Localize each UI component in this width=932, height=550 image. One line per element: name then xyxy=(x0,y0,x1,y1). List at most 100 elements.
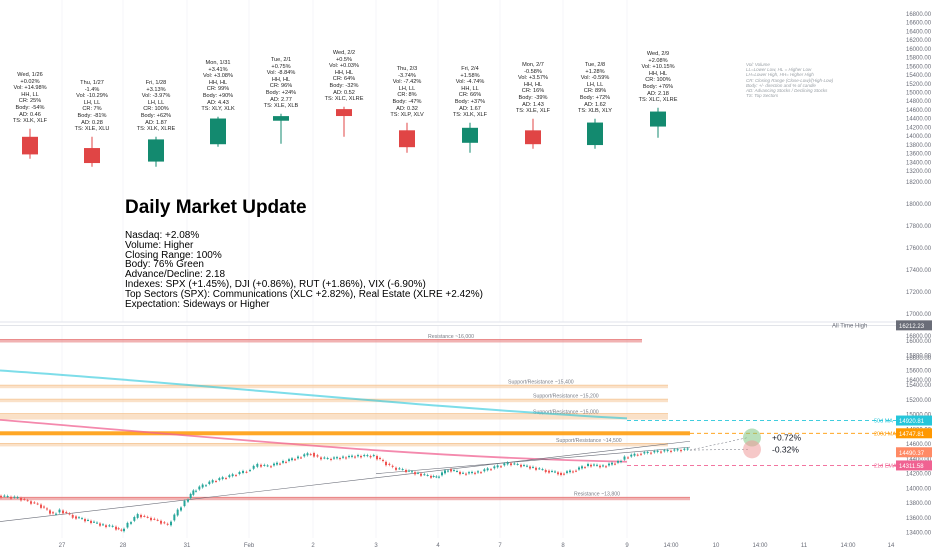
x-tick-label: Feb xyxy=(244,543,255,549)
candle-body xyxy=(336,109,352,117)
intraday-body xyxy=(84,519,86,522)
intraday-body xyxy=(130,522,132,524)
trend-line xyxy=(375,446,691,474)
stat-line: Vol: -0.59% xyxy=(580,75,610,82)
intraday-body xyxy=(490,469,492,471)
stat-line: CR: 100% xyxy=(143,106,169,113)
intraday-body xyxy=(435,476,438,478)
stat-line: TS: XLK, XLF xyxy=(12,118,48,125)
stat-line: CR: 66% xyxy=(458,92,482,99)
intraday-body xyxy=(544,469,547,473)
daily-stat-block: Wed, 2/2 +0.5% Vol: +0.03% HH, HL CR: 64% Bod… xyxy=(304,50,384,103)
y-tick-label: 16400.00 xyxy=(906,29,932,35)
intraday-body xyxy=(49,510,51,514)
y-tick-label: 15000.00 xyxy=(906,91,932,97)
y-tick-label: 14600.00 xyxy=(906,442,932,448)
stat-line: TS: XLB, XLY xyxy=(577,108,613,115)
stat-line: LH, LL xyxy=(83,99,101,106)
intraday-body xyxy=(563,473,565,475)
projection-label: +0.72% xyxy=(772,433,802,443)
intraday-body xyxy=(300,457,302,459)
y-tick-label: 16600.00 xyxy=(906,356,932,362)
daily-stat-block: Tue, 2/1 +0.75% Vol: -8.84% HH, HL CR: 96% Bo… xyxy=(241,57,321,110)
intraday-body xyxy=(554,471,556,473)
level-label: Support/Resistance ~14,500 xyxy=(556,438,622,444)
intraday-body xyxy=(176,509,179,516)
intraday-body xyxy=(108,525,111,527)
intraday-body xyxy=(20,497,22,501)
intraday-body xyxy=(560,472,562,475)
intraday-body xyxy=(78,517,80,519)
stat-line: TS: XLY, XLK xyxy=(201,106,235,113)
intraday-body xyxy=(140,514,142,518)
stat-line: TS: XLE, XLU xyxy=(74,126,110,133)
candle-body xyxy=(650,111,666,127)
stat-line: Thu, 1/27 xyxy=(80,80,104,86)
intraday-body xyxy=(444,470,446,474)
intraday-body xyxy=(426,474,429,476)
x-tick-label: 27 xyxy=(59,543,66,549)
intraday-body xyxy=(163,522,166,524)
intraday-body xyxy=(376,455,378,460)
intraday-body xyxy=(572,471,574,473)
intraday-body xyxy=(183,500,186,507)
level-band xyxy=(0,399,668,403)
stat-line: LH, LL xyxy=(398,85,416,92)
lower-x-axis: 27 28 31 Feb 2 3 4 7 8 9 14:00 10 14:00 11 14:00 14 xyxy=(59,543,895,549)
intraday-body xyxy=(150,517,152,521)
stat-line: CR: 96% xyxy=(269,83,293,90)
intraday-body xyxy=(345,457,347,459)
intraday-body xyxy=(270,466,272,468)
stat-line: +0.75% xyxy=(271,63,291,70)
intraday-body xyxy=(643,452,646,454)
stat-line: Thu, 2/3 xyxy=(396,66,418,72)
intraday-body xyxy=(36,503,39,505)
y-tick-label: 13800.00 xyxy=(906,501,932,507)
lower-candles xyxy=(0,447,689,533)
stat-line: Wed, 2/2 xyxy=(332,50,356,56)
ma200-line xyxy=(0,431,690,436)
stat-line: AD: 1.43 xyxy=(522,101,544,108)
daily-stat-block: Mon, 1/31 +3.41% Vol: +3.08% HH, HL CR: 99% B… xyxy=(178,60,258,113)
x-tick-label: 14:00 xyxy=(840,543,856,549)
intraday-body xyxy=(360,455,362,458)
level-label: Resistance ~16,000 xyxy=(428,334,474,340)
price-tag xyxy=(896,460,932,471)
y-tick-label: 14000.00 xyxy=(906,486,932,492)
stat-line: CR: 16% xyxy=(521,88,545,95)
intraday-body xyxy=(71,514,74,518)
stat-line: HH, HL xyxy=(648,70,668,77)
summary-text: Nasdaq: +2.08% Volume: Higher Closing Ra… xyxy=(125,231,483,309)
intraday-body xyxy=(30,501,32,504)
intraday-body xyxy=(40,504,42,508)
legend-note-line: Body: +/- direction and % of candle xyxy=(746,82,816,88)
intraday-body xyxy=(483,469,486,472)
stat-line: Mon, 1/31 xyxy=(205,60,231,66)
intraday-body xyxy=(205,485,207,487)
stat-line: CR: 89% xyxy=(583,88,607,95)
intraday-body xyxy=(228,475,231,478)
summary-line: Expectation: Sideways or Higher xyxy=(125,298,270,310)
intraday-body xyxy=(398,468,401,470)
y-tick-label: 16000.00 xyxy=(906,47,932,53)
x-tick-label: 8 xyxy=(561,543,565,549)
intraday-body xyxy=(6,495,9,497)
price-tag-label: 14490.37 xyxy=(899,451,925,457)
daily-stat-block: Wed, 2/9 +2.08% Vol: +10.15% HH, HL CR: 100%… xyxy=(618,51,698,104)
stat-line: Body: -54% xyxy=(15,104,45,111)
intraday-body xyxy=(303,454,306,457)
stat-line: +1.58% xyxy=(460,72,480,79)
intraday-body xyxy=(602,465,604,467)
y-tick-label: 15400.00 xyxy=(906,383,932,389)
intraday-body xyxy=(252,465,255,469)
intraday-body xyxy=(653,451,656,453)
stat-line: Body: +76% xyxy=(642,83,674,90)
stat-line: +3.41% xyxy=(208,66,228,73)
intraday-body xyxy=(432,475,435,477)
summary-line: Top Sectors (SPX): Communications (XLC +… xyxy=(125,288,483,300)
intraday-body xyxy=(462,472,464,474)
y-tick-label: 18000.00 xyxy=(906,202,932,208)
daily-stat-block: Thu, 2/3 -3.74% Vol: -7.42% LH, LL CR: 8% Bod… xyxy=(367,66,447,119)
x-tick-label: 31 xyxy=(184,543,191,549)
